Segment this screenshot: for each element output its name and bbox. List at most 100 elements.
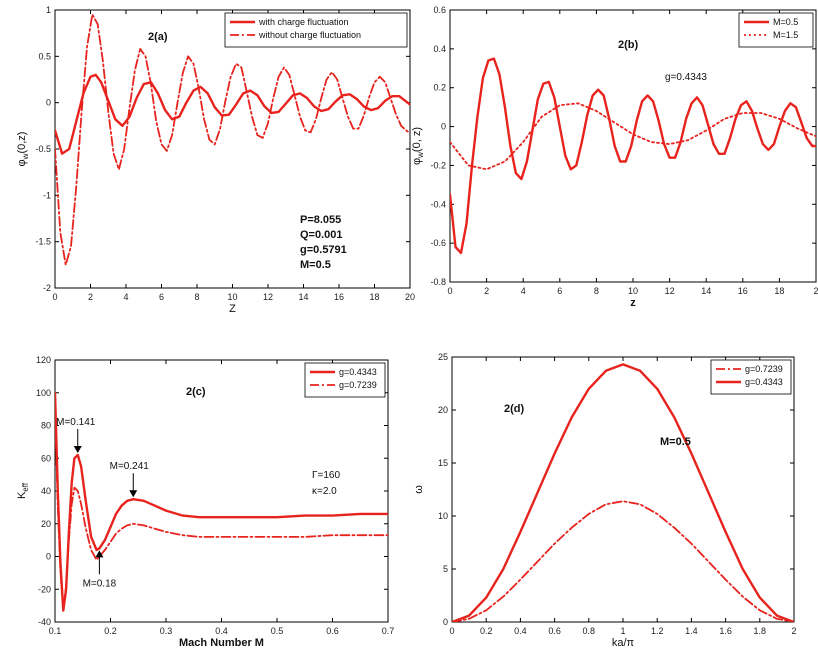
x-tick-label: 0.2 <box>480 626 493 636</box>
legend-entry: with charge fluctuation <box>258 17 349 27</box>
y-tick-label: 25 <box>438 352 448 362</box>
x-tick-label: 1.2 <box>651 626 664 636</box>
x-tick-label: 1.6 <box>719 626 732 636</box>
x-tick-label: 14 <box>298 292 308 302</box>
x-tick-label: 0.4 <box>215 626 228 636</box>
legend-entry: without charge fluctuation <box>258 30 361 40</box>
x-tick-label: 2 <box>484 286 489 296</box>
y-tick-label: 20 <box>438 405 448 415</box>
x-tick-label: 20 <box>405 292 415 302</box>
x-tick-label: 2 <box>813 286 818 296</box>
x-tick-label: 18 <box>774 286 784 296</box>
x-tick-label: 0.1 <box>49 626 62 636</box>
y-tick-label: -1 <box>43 190 51 200</box>
annotation: Γ=160 <box>312 470 340 481</box>
series-line-2 <box>450 102 816 171</box>
y-tick-label: 0 <box>443 617 448 627</box>
y-tick-label: 15 <box>438 458 448 468</box>
x-tick-label: 0.5 <box>271 626 284 636</box>
x-tick-label: 0 <box>52 292 57 302</box>
y-tick-label: -40 <box>38 617 51 627</box>
annotation: κ=2.0 <box>312 486 337 497</box>
y-tick-label: 40 <box>41 486 51 496</box>
x-axis-label: z <box>630 297 636 309</box>
x-tick-label: 12 <box>263 292 273 302</box>
legend-box <box>710 359 792 395</box>
arrow-head <box>95 550 104 558</box>
x-tick-label: 0.4 <box>514 626 527 636</box>
y-tick-label: -0.5 <box>35 144 51 154</box>
y-tick-label: 0.5 <box>38 51 51 61</box>
y-tick-label: -2 <box>43 283 51 293</box>
y-tick-label: 0 <box>441 122 446 132</box>
x-tick-label: 2 <box>88 292 93 302</box>
annotation: P=8.055 <box>300 214 341 226</box>
series-line-2 <box>55 13 410 266</box>
x-tick-label: 6 <box>159 292 164 302</box>
y-axis-label: ω <box>413 485 425 494</box>
x-tick-label: 4 <box>123 292 128 302</box>
series-line-1 <box>450 57 816 255</box>
series-line-1 <box>452 500 794 622</box>
legend-box <box>224 12 408 48</box>
x-tick-label: 12 <box>665 286 675 296</box>
y-tick-label: -1.5 <box>35 237 51 247</box>
y-tick-label: 0.4 <box>433 44 446 54</box>
arrow-label: M=0.18 <box>83 578 117 589</box>
chart-panel-2c: 0.1 0.2 0.3 0.4 0.5 0.6 0.7 -40 -20 0 20 40 60 80 100 1… <box>16 355 394 649</box>
series-line-1 <box>55 73 410 155</box>
y-tick-label: -0.8 <box>430 277 446 287</box>
y-tick-label: 10 <box>438 511 448 521</box>
legend-entry: g=0.4343 <box>339 367 377 377</box>
arrow-head <box>129 490 138 498</box>
y-tick-label: 60 <box>41 453 51 463</box>
legend: g=0.4343 g=0.7239 <box>304 362 386 398</box>
x-tick-label: 4 <box>521 286 526 296</box>
arrow-label: M=0.241 <box>110 461 150 472</box>
x-axis-label: Z <box>229 303 236 315</box>
y-tick-label: 5 <box>443 564 448 574</box>
y-tick-label: 0.6 <box>433 5 446 15</box>
x-tick-label: 2 <box>791 626 796 636</box>
annotation: g=0.5791 <box>300 244 347 256</box>
y-tick-label: 0.2 <box>433 83 446 93</box>
x-tick-label: 0.2 <box>104 626 117 636</box>
legend-entry: M=0.5 <box>773 17 798 27</box>
legend-entry: g=0.7239 <box>339 380 377 390</box>
legend: g=0.7239 g=0.4343 <box>710 359 792 395</box>
x-tick-label: 0.8 <box>583 626 596 636</box>
x-axis-label: Mach Number M <box>179 637 264 649</box>
x-tick-label: 8 <box>594 286 599 296</box>
x-tick-label: 0.7 <box>382 626 395 636</box>
y-tick-label: 80 <box>41 421 51 431</box>
y-tick-label: -0.4 <box>430 199 446 209</box>
legend-box <box>304 362 386 398</box>
annotation: M=0.5 <box>300 259 331 271</box>
legend-entry: g=0.4343 <box>745 377 783 387</box>
panel-label: 2(d) <box>504 403 525 415</box>
y-tick-label: -0.2 <box>430 160 446 170</box>
x-tick-label: 18 <box>369 292 379 302</box>
plot-frame <box>54 9 411 289</box>
y-tick-label: 0 <box>46 552 51 562</box>
y-tick-label: -0.6 <box>430 238 446 248</box>
legend-entry: g=0.7239 <box>745 364 783 374</box>
y-axis-label: φw(0, z) <box>411 127 425 165</box>
x-tick-label: 6 <box>557 286 562 296</box>
x-tick-label: 0.6 <box>326 626 339 636</box>
x-tick-label: 8 <box>194 292 199 302</box>
x-tick-label: 0.6 <box>548 626 561 636</box>
y-tick-label: 0 <box>46 98 51 108</box>
legend: with charge fluctuation without charge fl… <box>224 12 408 48</box>
x-tick-label: 0 <box>449 626 454 636</box>
panel-label: 2(c) <box>186 386 206 398</box>
y-tick-label: -20 <box>38 584 51 594</box>
annotation: g=0.4343 <box>665 72 707 83</box>
arrow-head <box>73 445 82 453</box>
x-tick-label: 16 <box>738 286 748 296</box>
x-tick-label: 14 <box>701 286 711 296</box>
x-tick-label: 1.8 <box>754 626 767 636</box>
legend-entry: M=1.5 <box>773 30 798 40</box>
x-tick-label: 1 <box>620 626 625 636</box>
